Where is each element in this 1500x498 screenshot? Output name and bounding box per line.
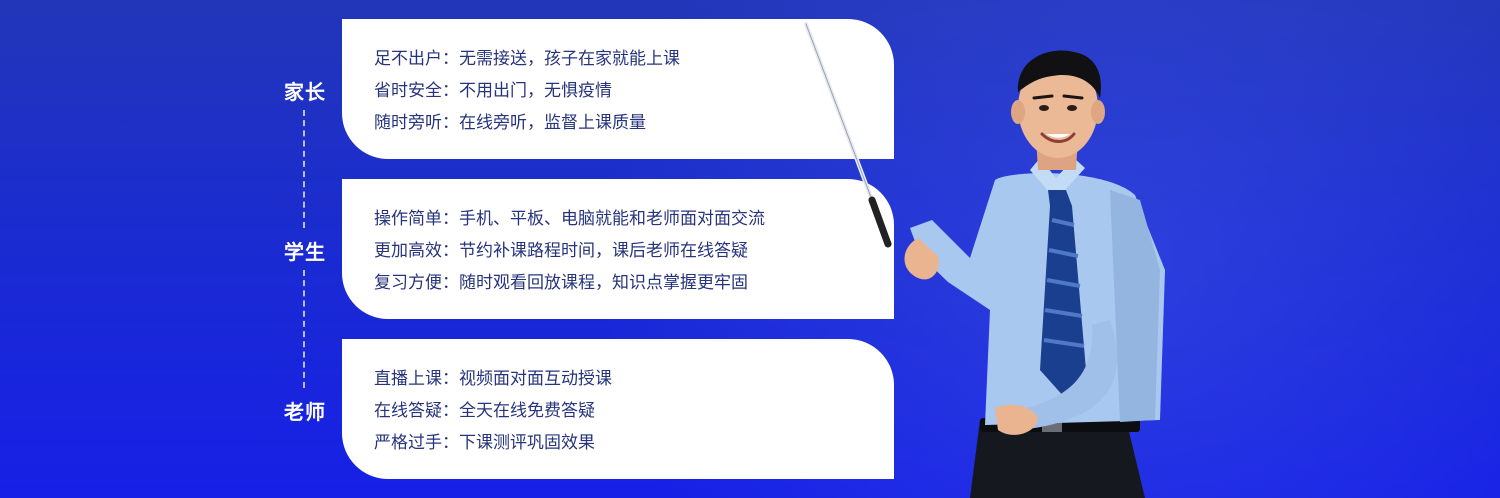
- label-students: 学生: [284, 240, 326, 264]
- teacher-illustration: [904, 50, 1165, 498]
- card-students-line-1: 操作简单：手机、平板、电脑就能和老师面对面交流: [374, 209, 765, 229]
- label-parents: 家长: [284, 80, 326, 104]
- card-teachers-line-2: 在线答疑：全天在线免费答疑: [374, 401, 595, 421]
- card-students-line-3: 复习方便：随时观看回放课程，知识点掌握更牢固: [374, 273, 748, 293]
- label-teachers: 老师: [284, 400, 326, 424]
- card-parents-line-1: 足不出户：无需接送，孩子在家就能上课: [374, 49, 680, 69]
- card-parents: 足不出户：无需接送，孩子在家就能上课 省时安全：不用出门，无惧疫情 随时旁听：在…: [342, 19, 894, 159]
- dashed-connector-2: [303, 270, 305, 388]
- card-teachers-line-3: 严格过手：下课测评巩固效果: [374, 433, 595, 453]
- dashed-connector-1: [303, 110, 305, 228]
- card-students-line-2: 更加高效：节约补课路程时间，课后老师在线答疑: [374, 241, 748, 261]
- card-students: 操作简单：手机、平板、电脑就能和老师面对面交流 更加高效：节约补课路程时间，课后…: [342, 179, 894, 319]
- card-parents-line-2: 省时安全：不用出门，无惧疫情: [374, 81, 612, 101]
- card-teachers: 直播上课：视频面对面互动授课 在线答疑：全天在线免费答疑 严格过手：下课测评巩固…: [342, 339, 894, 479]
- card-teachers-line-1: 直播上课：视频面对面互动授课: [374, 369, 612, 389]
- card-parents-line-3: 随时旁听：在线旁听，监督上课质量: [374, 113, 646, 133]
